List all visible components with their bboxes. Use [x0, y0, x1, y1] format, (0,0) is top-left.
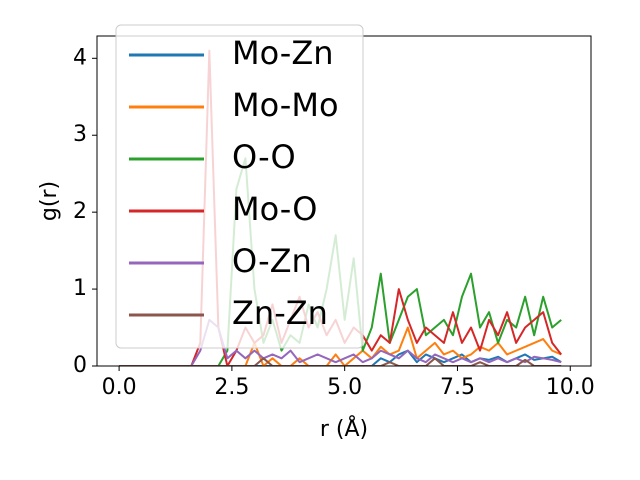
- x-tick-label: 7.5: [440, 375, 475, 400]
- series-line: [119, 357, 562, 366]
- legend-label: O-O: [232, 138, 296, 176]
- y-tick-label: 4: [73, 45, 87, 70]
- x-tick-label: 0.0: [102, 375, 137, 400]
- x-tick-label: 5.0: [327, 375, 362, 400]
- y-tick-label: 0: [73, 353, 87, 378]
- y-tick-label: 2: [73, 199, 87, 224]
- y-tick-label: 1: [73, 276, 87, 301]
- x-tick-label: 2.5: [214, 375, 249, 400]
- legend-label: Zn-Zn: [232, 294, 328, 332]
- x-axis-label: r (Å): [320, 415, 368, 442]
- y-tick-label: 3: [73, 122, 87, 147]
- legend-label: O-Zn: [232, 242, 312, 280]
- series-line: [119, 349, 562, 366]
- legend-label: Mo-Mo: [232, 86, 339, 124]
- y-axis-label: g(r): [37, 181, 62, 221]
- x-tick-label: 10.0: [546, 375, 595, 400]
- series-line: [119, 318, 562, 366]
- legend-label: Mo-O: [232, 190, 317, 228]
- legend-label: Mo-Zn: [232, 34, 334, 72]
